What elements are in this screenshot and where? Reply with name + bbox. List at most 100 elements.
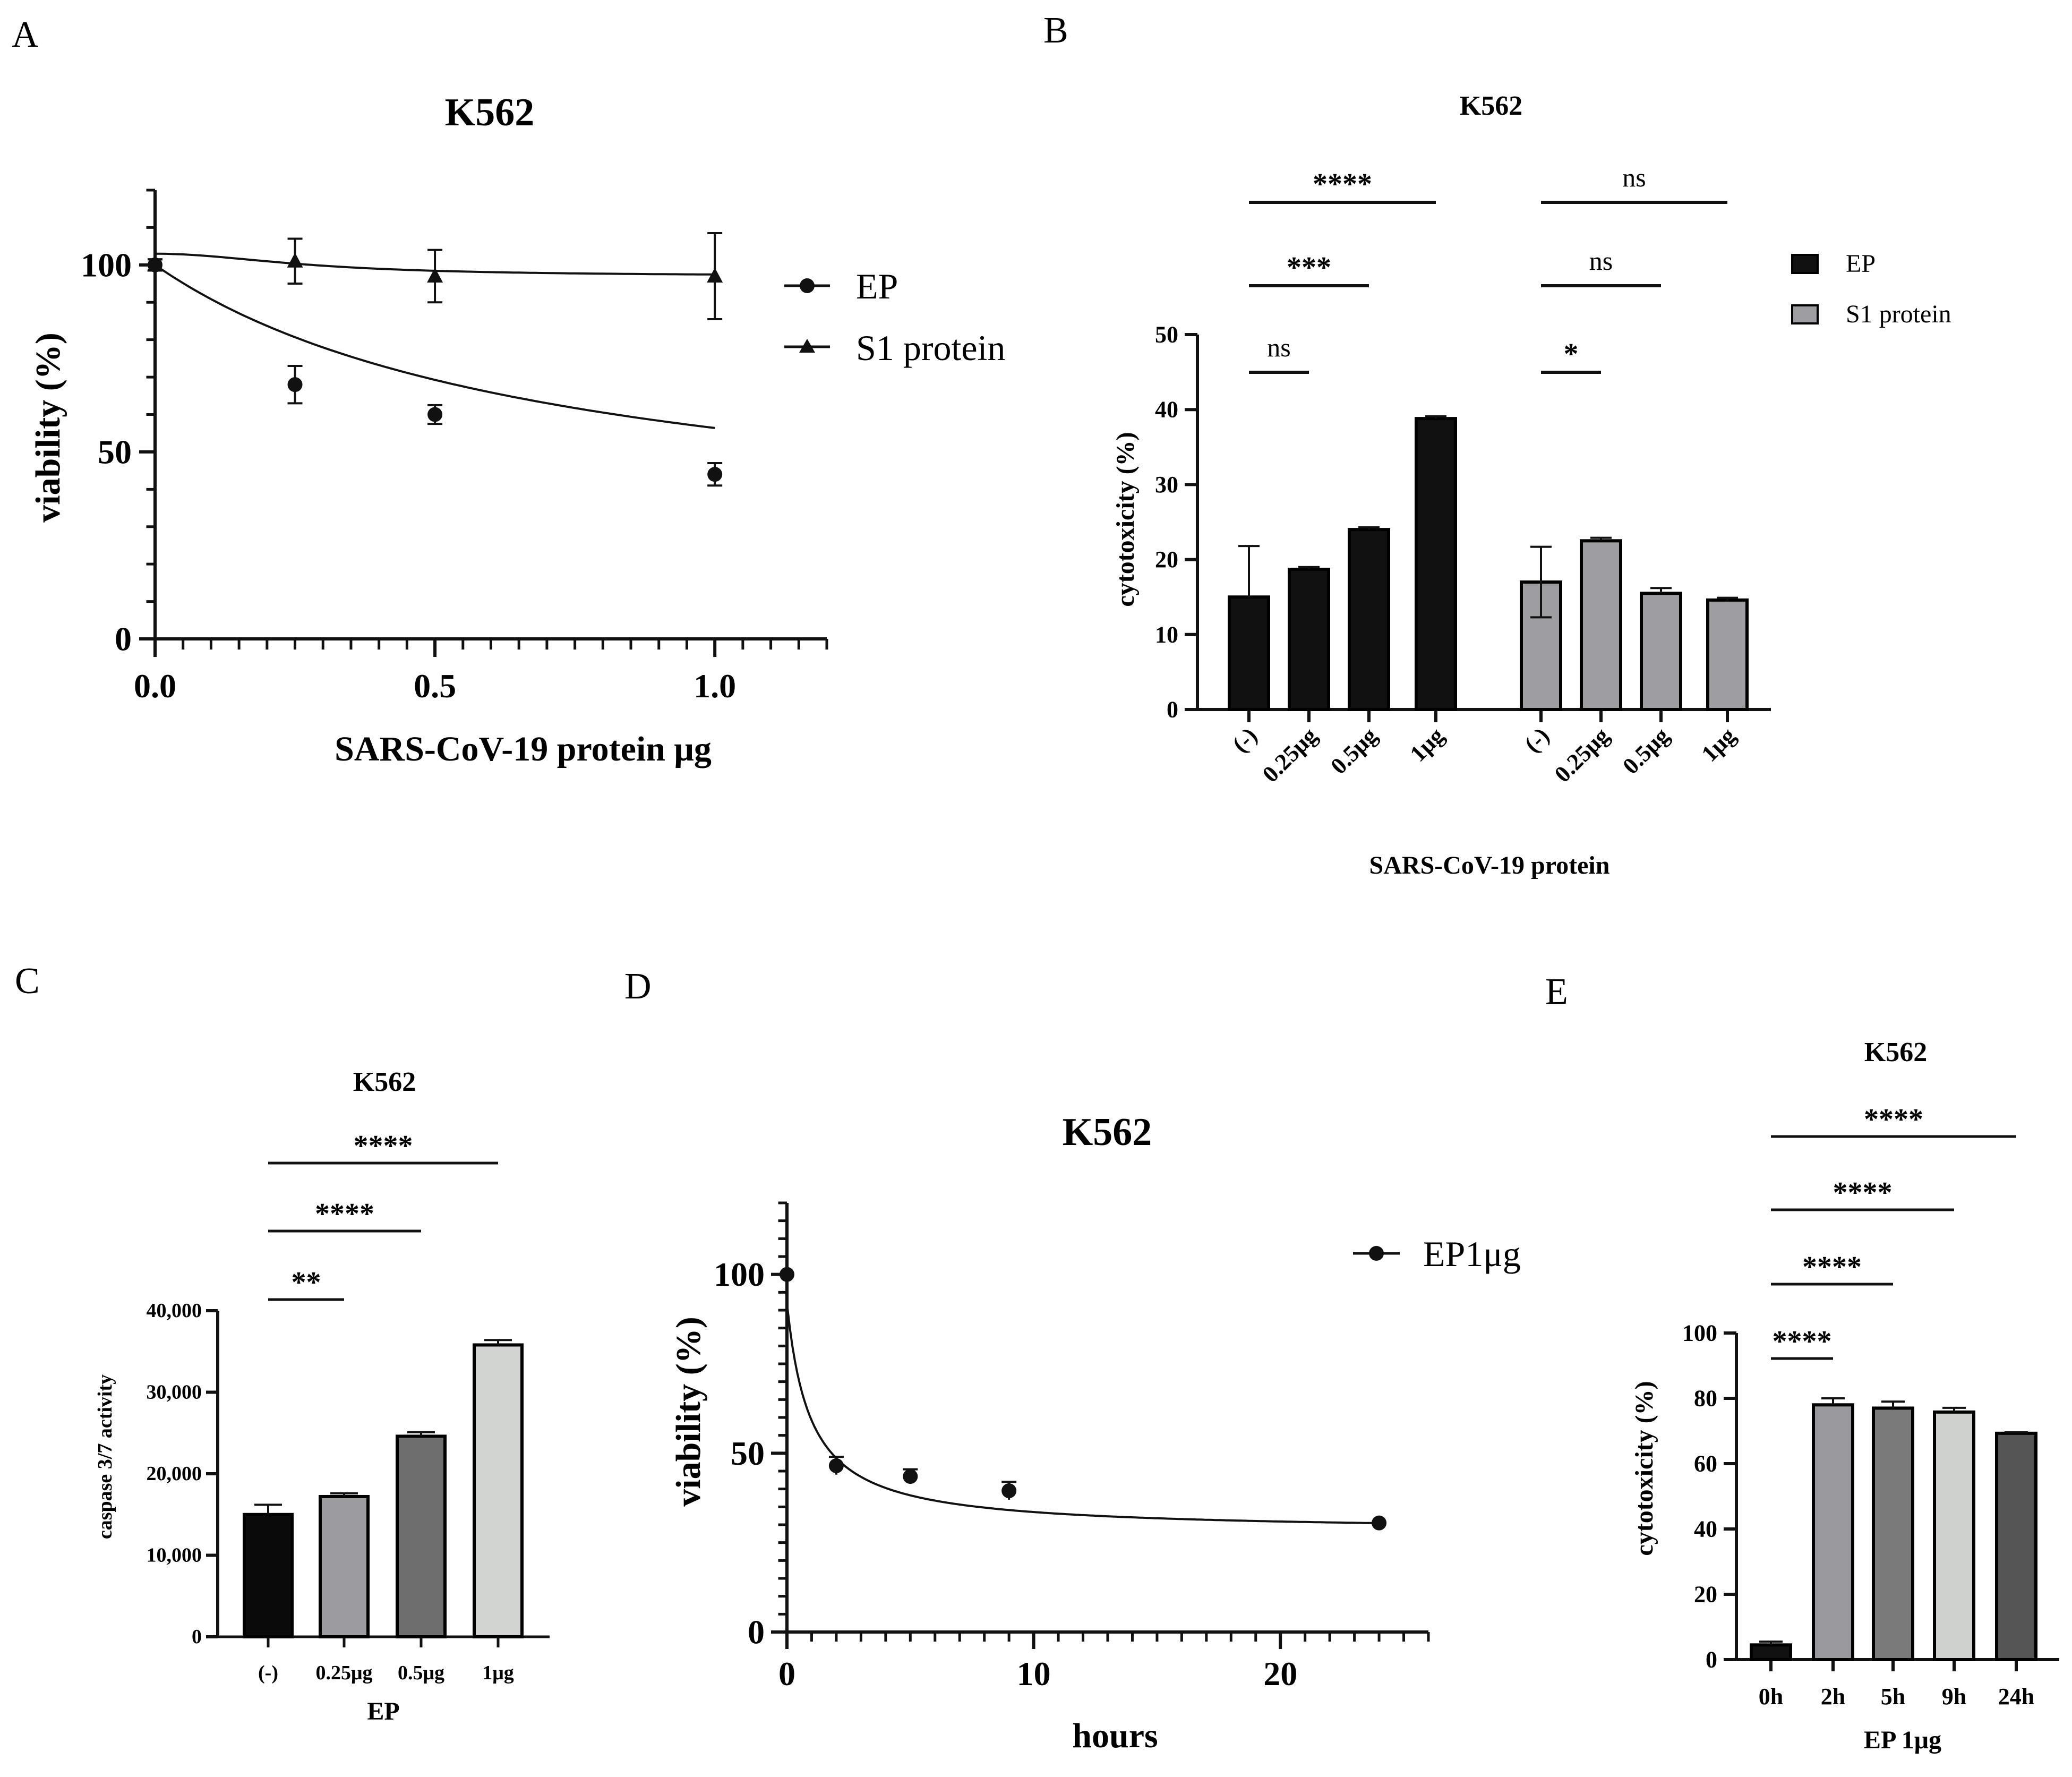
significance-label: *	[1564, 338, 1579, 371]
x-tick-label: 10	[1017, 1655, 1051, 1693]
legend-swatch-s1	[1791, 304, 1819, 324]
data-point-ep	[427, 407, 443, 422]
x-tick-label: 0.5	[414, 667, 456, 705]
axes-a: 0 50 100 0.0 0.5 1.0	[81, 189, 828, 705]
data-point-ep1	[903, 1469, 918, 1484]
y-tick-label: 30	[1155, 472, 1178, 498]
significance-label: ns	[1267, 332, 1290, 362]
data-point-ep	[287, 377, 303, 392]
significance-label: ****	[1313, 168, 1372, 201]
bar	[1812, 1403, 1854, 1662]
y-axis-label-b: cytotoxicity (%)	[1111, 432, 1140, 606]
y-axis-label-d: viability (%)	[669, 1317, 708, 1507]
y-tick-label: 0	[748, 1613, 765, 1651]
panel-letter-a: A	[12, 14, 39, 55]
significance-label: ****	[1773, 1325, 1832, 1358]
y-axis-label-c: caspase 3/7 activity	[94, 1374, 116, 1539]
x-axis-label-e: EP 1μg	[1864, 1726, 1941, 1754]
y-tick-label: 0	[1167, 697, 1178, 723]
bar	[1750, 1643, 1792, 1661]
legend-label-ep-b: EP	[1846, 250, 1876, 278]
y-axis-label-e: cytotoxicity (%)	[1630, 1381, 1658, 1556]
data-point-s1	[427, 267, 443, 283]
significance-label: **	[292, 1266, 321, 1299]
legend-swatch-ep	[1791, 254, 1819, 274]
chart-title-e: K562	[1864, 1037, 1927, 1067]
data-point-ep1	[1001, 1483, 1017, 1499]
x-axis-label-b: SARS-CoV-19 protein	[1369, 851, 1610, 879]
bar	[243, 1513, 294, 1638]
bar	[1872, 1406, 1914, 1661]
legend-label-ep1: EP1μg	[1423, 1234, 1521, 1274]
data-point-s1	[147, 256, 163, 271]
legend-label-ep: EP	[856, 266, 898, 306]
y-tick-label: 80	[1694, 1386, 1717, 1412]
y-tick-label: 40	[1694, 1516, 1717, 1542]
significance-label: ns	[1622, 163, 1646, 192]
significance-label: ****	[1864, 1103, 1923, 1136]
y-tick-label: 40,000	[147, 1300, 202, 1322]
data-point-ep	[707, 467, 723, 482]
y-tick-label: 10,000	[147, 1544, 202, 1567]
fit-curve-ep1	[786, 1308, 1377, 1524]
x-tick-label: 0h	[1759, 1684, 1783, 1710]
bar	[1995, 1431, 2037, 1661]
legend-a: EP S1 protein	[784, 266, 1005, 368]
y-tick-label: 20	[1155, 546, 1178, 573]
series-a	[147, 232, 723, 487]
axes-d: 0 50 100 0 10 20	[714, 1201, 1430, 1693]
data-point-ep1	[780, 1267, 794, 1282]
bar	[1640, 592, 1682, 712]
bar	[1348, 528, 1390, 711]
significance-label: ****	[354, 1130, 413, 1163]
panel-d: D K562 0 50 100 0 10 20 hours viability (%) E…	[624, 966, 1521, 1755]
bar	[473, 1343, 524, 1638]
x-tick-label: 20	[1263, 1655, 1297, 1693]
y-tick-label: 60	[1694, 1451, 1717, 1477]
x-tick-label: 0	[778, 1655, 795, 1693]
significance-label: ****	[315, 1198, 374, 1231]
x-tick-label: (-)	[258, 1662, 278, 1684]
y-tick-label: 20	[1694, 1582, 1717, 1608]
significance-label: ns	[1589, 246, 1613, 276]
y-tick-label: 0	[1706, 1647, 1717, 1673]
legend-marker-s1	[799, 339, 815, 353]
y-tick-label: 50	[1155, 322, 1178, 348]
data-point-s1	[287, 252, 303, 268]
y-tick-label: 100	[81, 246, 132, 284]
data-point-s1	[707, 267, 723, 283]
bar	[1580, 539, 1622, 711]
x-axis-label-a: SARS-CoV-19 protein μg	[335, 730, 712, 768]
legend-d: EP1μg	[1353, 1234, 1521, 1274]
x-tick-label: 2h	[1821, 1684, 1845, 1710]
y-tick-label: 30,000	[147, 1381, 202, 1404]
legend-label-s1: S1 protein	[856, 328, 1005, 368]
x-tick-label: 0.5μg	[398, 1662, 444, 1684]
y-tick-label: 50	[731, 1434, 765, 1472]
legend-marker-ep1	[1369, 1246, 1384, 1261]
x-tick-label: 1.0	[693, 667, 736, 705]
chart-title-a: K562	[445, 91, 535, 134]
significance-c: **********	[268, 1130, 498, 1301]
x-tick-label: 0.25μg	[315, 1662, 372, 1684]
bar	[1228, 595, 1270, 711]
panel-a: A K562 0 50 100 0.0 0.5 1.0 SARS-CoV-19 prote…	[12, 14, 1005, 768]
bar	[1288, 567, 1330, 712]
bars-c	[243, 1339, 524, 1638]
chart-title-d: K562	[1063, 1110, 1152, 1154]
panel-letter-c: C	[15, 961, 40, 1002]
y-tick-label: 0	[115, 620, 132, 658]
y-tick-label: 10	[1155, 621, 1178, 647]
y-tick-label: 40	[1155, 397, 1178, 423]
y-axis-label-a: viability (%)	[29, 332, 67, 523]
data-point-ep1	[828, 1458, 844, 1473]
data-point-ep1	[1372, 1515, 1387, 1531]
bar	[1706, 598, 1749, 712]
y-tick-label: 20,000	[147, 1463, 202, 1485]
x-axis-label-d: hours	[1072, 1716, 1158, 1755]
legend-b: EP S1 protein	[1791, 250, 1951, 328]
panel-letter-e: E	[1545, 971, 1568, 1012]
